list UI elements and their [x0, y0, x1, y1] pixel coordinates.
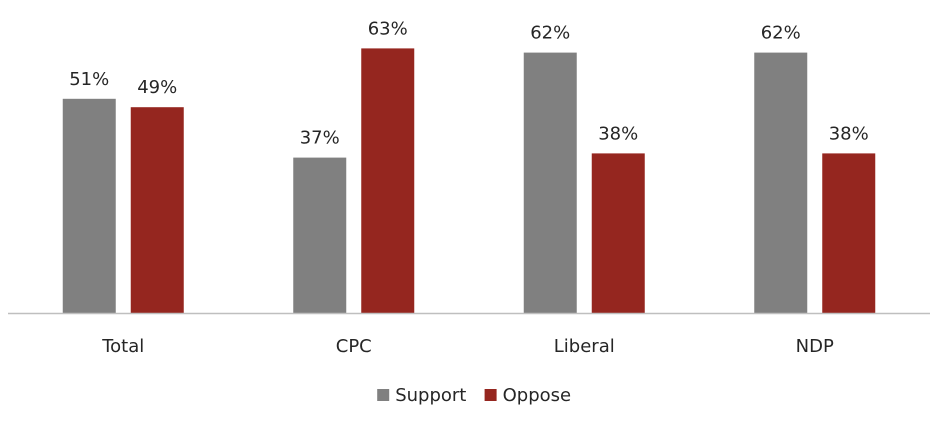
data-label-liberal-support: 62%: [530, 23, 570, 44]
data-label-ndp-support: 62%: [761, 23, 801, 44]
data-label-total-oppose: 49%: [137, 77, 177, 98]
labels-layer: 51% 49% Total 37% 63% CPC 62% 38% Liberal 62% 38% N…: [69, 18, 869, 357]
data-label-total-support: 51%: [69, 69, 109, 90]
bar-ndp-oppose: [822, 153, 876, 313]
bar-cpc-oppose: [361, 48, 415, 314]
category-label-ndp: NDP: [796, 336, 834, 357]
legend-swatch-support: [377, 389, 390, 401]
data-label-cpc-oppose: 63%: [368, 18, 408, 39]
legend-swatch-oppose: [484, 389, 497, 401]
category-label-liberal: Liberal: [554, 336, 615, 357]
bar-liberal-support: [523, 52, 577, 313]
legend-label-support: Support: [395, 385, 466, 406]
bar-cpc-support: [293, 157, 347, 313]
category-label-total: Total: [101, 336, 144, 357]
legend: Support Oppose: [377, 385, 571, 406]
category-label-cpc: CPC: [336, 336, 372, 357]
bar-liberal-oppose: [591, 153, 645, 313]
bar-total-support: [62, 98, 116, 313]
bars-layer: [62, 48, 876, 314]
data-label-liberal-oppose: 38%: [598, 123, 638, 144]
data-label-cpc-support: 37%: [300, 128, 340, 149]
data-label-ndp-oppose: 38%: [829, 123, 869, 144]
legend-label-oppose: Oppose: [503, 385, 571, 406]
bar-total-oppose: [130, 107, 184, 313]
bar-ndp-support: [754, 52, 808, 313]
